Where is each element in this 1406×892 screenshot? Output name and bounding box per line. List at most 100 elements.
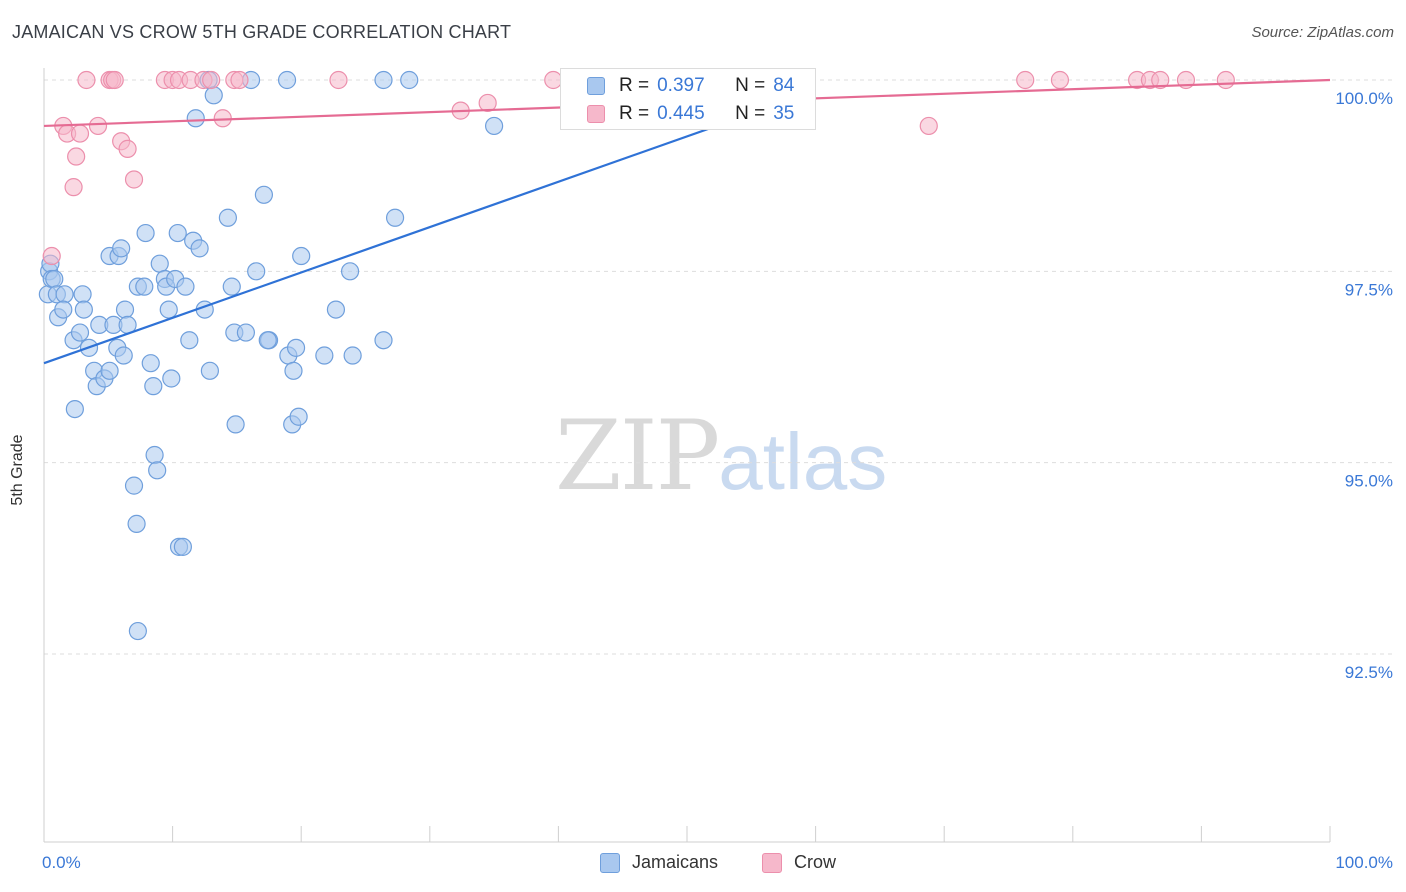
- n-label: N =: [735, 103, 766, 124]
- chart-title: JAMAICAN VS CROW 5TH GRADE CORRELATION C…: [12, 22, 512, 42]
- jamaicans-point: [145, 445, 164, 465]
- jamaicans-point: [226, 415, 245, 434]
- jamaicans-point: [254, 185, 274, 204]
- jamaicans-point: [74, 300, 93, 319]
- jamaicans-point: [55, 285, 74, 304]
- n-label: N =: [735, 75, 766, 96]
- legend-item-jamaicans[interactable]: Jamaicans: [600, 852, 718, 873]
- jamaicans-point: [45, 269, 64, 289]
- jamaicans-point: [127, 514, 146, 533]
- jamaicans-point: [222, 277, 241, 296]
- x-tick-label: 0.0%: [42, 853, 81, 872]
- y-tick-label: 92.5%: [1345, 663, 1393, 682]
- jamaicans-point: [150, 254, 169, 273]
- jamaicans-point: [173, 537, 192, 556]
- jamaicans-point: [136, 223, 155, 243]
- correlation-legend: R = 0.397 N = 84 R = 0.445 N = 35: [560, 68, 816, 130]
- jamaicans-point: [135, 277, 154, 296]
- r-label: R =: [619, 103, 650, 124]
- legend-row-crow: R = 0.445 N = 35: [561, 101, 794, 127]
- crow-point: [77, 70, 96, 90]
- jamaicans-point: [284, 361, 303, 380]
- legend-item-crow[interactable]: Crow: [762, 852, 836, 873]
- crow-point: [1216, 70, 1235, 90]
- crow-point: [1050, 70, 1070, 90]
- crow-point: [88, 116, 108, 136]
- jamaicans-point: [144, 377, 163, 396]
- y-tick-label: 97.5%: [1345, 280, 1393, 299]
- jamaicans-legend-swatch: [600, 852, 620, 873]
- jamaicans-point: [292, 246, 311, 266]
- jamaicans-point: [141, 354, 160, 373]
- jamaicans-point: [343, 346, 362, 365]
- jamaicans-point: [374, 331, 393, 350]
- jamaicans-point: [315, 346, 334, 365]
- crow-point: [329, 70, 348, 90]
- jamaicans-point: [148, 461, 167, 480]
- r-value: 0.445: [657, 103, 705, 124]
- jamaicans-point: [176, 277, 195, 296]
- legend-label-crow: Crow: [794, 852, 837, 872]
- crow-point: [42, 246, 61, 266]
- jamaicans-point: [186, 109, 205, 128]
- jamaicans-point: [258, 331, 277, 350]
- jamaicans-point: [218, 208, 237, 227]
- jamaicans-swatch: [587, 77, 605, 95]
- crow-point: [118, 139, 137, 158]
- crow-point: [70, 124, 90, 143]
- jamaicans-point: [168, 223, 187, 243]
- jamaicans-point: [112, 239, 131, 258]
- jamaicans-point: [54, 300, 73, 319]
- n-value: 84: [773, 75, 795, 96]
- jamaicans-point: [340, 262, 360, 281]
- legend-label-jamaicans: Jamaicans: [632, 852, 719, 872]
- crow-point: [64, 178, 83, 197]
- jamaicans-point: [73, 285, 92, 304]
- jamaicans-point: [385, 208, 405, 227]
- jamaicans-point: [100, 361, 119, 380]
- jamaicans-point: [190, 239, 209, 258]
- jamaicans-point: [247, 262, 266, 281]
- crow-point: [124, 170, 144, 189]
- jamaicans-point: [70, 323, 90, 342]
- legend-row-jamaicans: R = 0.397 N = 84: [561, 73, 794, 99]
- crow-point: [1151, 70, 1170, 90]
- jamaicans-point: [180, 331, 199, 350]
- jamaicans-point: [128, 621, 147, 641]
- watermark-zip: ZIP: [555, 400, 720, 512]
- y-tick-label: 100.0%: [1335, 89, 1393, 108]
- jamaicans-point: [200, 361, 219, 380]
- crow-point: [1016, 70, 1035, 90]
- jamaicans-point: [65, 399, 84, 419]
- series-legend: Jamaicans Crow: [0, 852, 1406, 876]
- jamaicans-point: [114, 346, 133, 365]
- x-tick-label: 100.0%: [1335, 853, 1393, 872]
- jamaicans-point: [286, 338, 306, 357]
- jamaicans-point: [115, 300, 135, 319]
- n-value: 35: [773, 103, 795, 124]
- crow-point: [478, 93, 497, 113]
- source-credit: Source: ZipAtlas.com: [1251, 24, 1394, 41]
- crow-swatch: [587, 105, 605, 123]
- jamaicans-point: [485, 116, 504, 136]
- jamaicans-trend-line: [43, 117, 739, 365]
- crow-point: [919, 116, 938, 136]
- jamaicans-point: [400, 70, 419, 90]
- crow-legend-swatch: [762, 852, 782, 873]
- jamaicans-point: [236, 323, 256, 342]
- crow-point: [202, 70, 221, 90]
- jamaicans-point: [289, 407, 308, 426]
- crow-point: [230, 70, 249, 90]
- watermark: ZIPatlas: [555, 400, 887, 512]
- watermark-atlas: atlas: [718, 417, 888, 506]
- jamaicans-point: [277, 70, 297, 90]
- y-tick-label: 95.0%: [1345, 472, 1393, 491]
- jamaicans-point: [374, 70, 393, 90]
- r-label: R =: [619, 75, 650, 96]
- crow-point: [105, 70, 124, 90]
- jamaicans-point: [326, 300, 346, 319]
- crow-point: [67, 147, 86, 166]
- jamaicans-point: [162, 369, 181, 388]
- r-value: 0.397: [657, 75, 705, 96]
